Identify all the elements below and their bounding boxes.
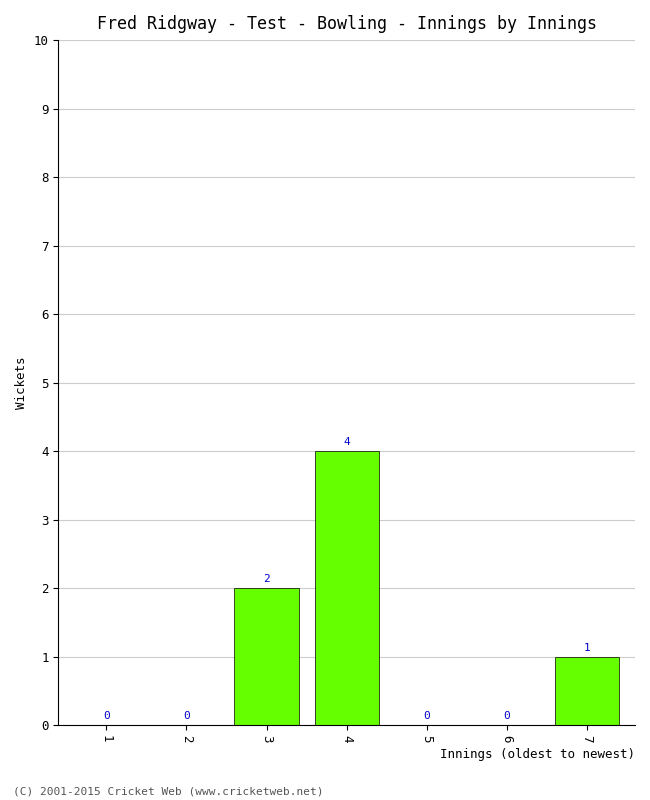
- Title: Fred Ridgway - Test - Bowling - Innings by Innings: Fred Ridgway - Test - Bowling - Innings …: [97, 15, 597, 33]
- Bar: [315, 451, 379, 726]
- Text: 0: 0: [423, 711, 430, 721]
- Y-axis label: Wickets: Wickets: [15, 357, 28, 409]
- Bar: [235, 588, 298, 726]
- Text: (C) 2001-2015 Cricket Web (www.cricketweb.net): (C) 2001-2015 Cricket Web (www.cricketwe…: [13, 786, 324, 796]
- Text: 1: 1: [584, 642, 590, 653]
- Text: 0: 0: [504, 711, 510, 721]
- Text: 2: 2: [263, 574, 270, 584]
- Text: 0: 0: [183, 711, 190, 721]
- Text: 4: 4: [343, 437, 350, 447]
- Text: 0: 0: [103, 711, 110, 721]
- X-axis label: Innings (oldest to newest): Innings (oldest to newest): [440, 748, 635, 761]
- Bar: [555, 657, 619, 726]
